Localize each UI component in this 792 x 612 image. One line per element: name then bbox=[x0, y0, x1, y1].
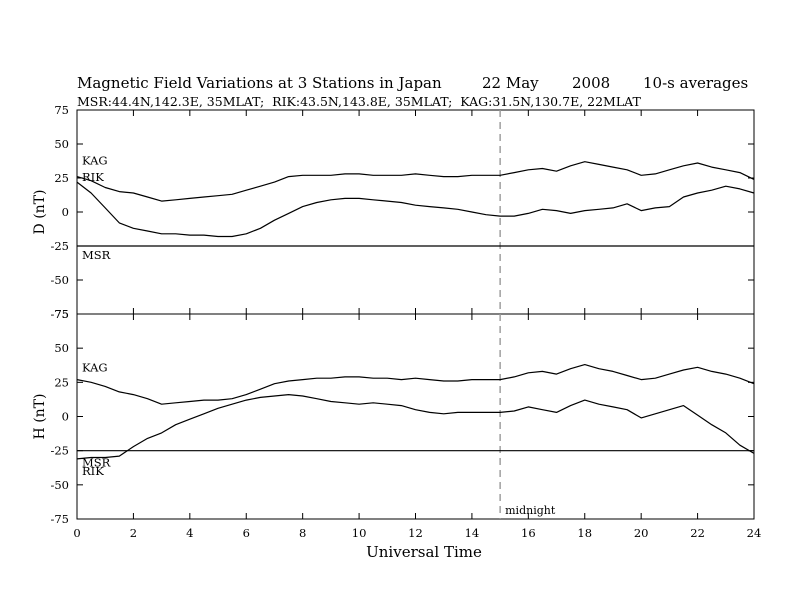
chart-year: 2008 bbox=[572, 74, 610, 92]
chart-title: Magnetic Field Variations at 3 Stations … bbox=[77, 74, 442, 92]
x-tick-label: 8 bbox=[299, 526, 306, 540]
panel-d: 75 50 25 0 -25 -50 -75 D (nT) KAG RIK MSR bbox=[32, 103, 755, 321]
x-tick-label: 0 bbox=[73, 526, 80, 540]
y-axis-label-d: D (nT) bbox=[32, 190, 48, 235]
series-line-rik bbox=[76, 394, 755, 460]
x-tick-label: 24 bbox=[747, 526, 762, 540]
y-tick-label: -25 bbox=[50, 239, 69, 253]
chart-subtitle: MSR:44.4N,142.3E, 35MLAT; RIK:43.5N,143.… bbox=[77, 94, 641, 109]
x-tick-label: 18 bbox=[577, 526, 592, 540]
y-tick-label: -25 bbox=[50, 444, 69, 458]
y-tick-label: 0 bbox=[62, 410, 69, 424]
x-tick-label: 4 bbox=[186, 526, 193, 540]
panel-frame bbox=[76, 313, 755, 520]
y-tick-label: 25 bbox=[54, 375, 69, 389]
y-tick-label: -75 bbox=[50, 307, 69, 321]
series-line-kag bbox=[76, 161, 755, 202]
y-tick-label: -75 bbox=[50, 512, 69, 526]
y-tick-label: 50 bbox=[54, 341, 69, 355]
y-tick-label: 75 bbox=[54, 307, 69, 321]
x-tick-label: 22 bbox=[690, 526, 705, 540]
x-tick-label: 10 bbox=[352, 526, 367, 540]
chart-averaging: 10-s averages bbox=[643, 74, 748, 92]
y-tick-label: -50 bbox=[50, 478, 69, 492]
midnight-annotation: midnight bbox=[505, 504, 556, 517]
series-label-msr: MSR bbox=[82, 456, 111, 470]
panel-frame bbox=[76, 109, 755, 315]
y-tick-label: 50 bbox=[54, 137, 69, 151]
y-axis-label-h: H (nT) bbox=[32, 394, 48, 440]
y-tick-label: -50 bbox=[50, 273, 69, 287]
series-label-kag: KAG bbox=[82, 154, 108, 168]
x-axis-label: Universal Time bbox=[366, 543, 482, 561]
x-tick-label: 16 bbox=[521, 526, 536, 540]
chart-date: 22 May bbox=[482, 74, 539, 92]
y-tick-label: 0 bbox=[62, 205, 69, 219]
x-tick-label: 6 bbox=[243, 526, 250, 540]
series-label-rik: RIK bbox=[82, 464, 104, 478]
series-label-rik: RIK bbox=[82, 170, 104, 184]
x-tick-label: 14 bbox=[465, 526, 480, 540]
series-line-kag bbox=[76, 364, 755, 405]
series-label-msr: MSR bbox=[82, 248, 111, 262]
y-tick-label: 75 bbox=[54, 103, 69, 117]
x-tick-label: 12 bbox=[408, 526, 423, 540]
y-tick-label: 25 bbox=[54, 171, 69, 185]
x-tick-label: 2 bbox=[130, 526, 137, 540]
series-line-rik bbox=[76, 181, 755, 238]
x-tick-label: 20 bbox=[634, 526, 649, 540]
series-label-kag: KAG bbox=[82, 361, 108, 375]
